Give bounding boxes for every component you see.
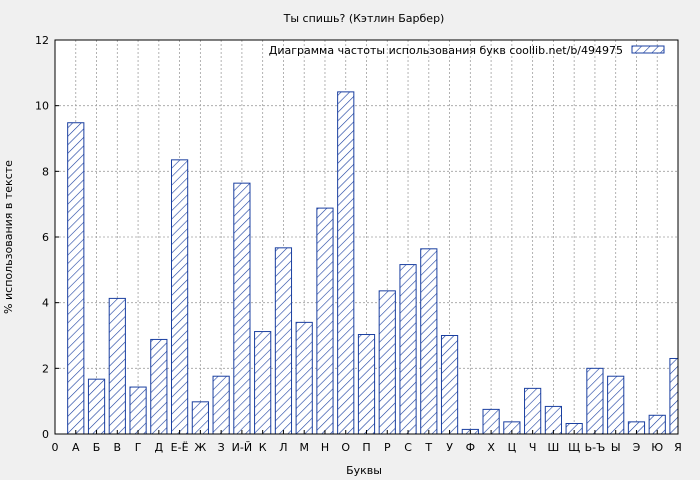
x-tick-label: К xyxy=(259,441,267,454)
legend-label: Диаграмма частоты использования букв coo… xyxy=(269,44,623,57)
bar-16 xyxy=(378,290,396,435)
x-tick-label: И-Й xyxy=(232,441,252,454)
chart-title: Ты спишь? (Кэтлин Барбер) xyxy=(283,12,445,25)
x-tick-label: Ф xyxy=(466,441,475,454)
x-tick-label: М xyxy=(299,441,309,454)
x-tick-label: А xyxy=(72,441,80,454)
bar-13 xyxy=(316,207,334,435)
bar-10 xyxy=(254,331,272,435)
x-tick-label: Н xyxy=(321,441,329,454)
bar-2 xyxy=(87,378,106,435)
bar-1 xyxy=(67,122,85,435)
bar-15 xyxy=(357,334,376,435)
x-tick-label: Л xyxy=(279,441,287,454)
x-axis-label: Буквы xyxy=(346,464,382,477)
x-tick-label: Т xyxy=(424,441,432,454)
bar-4 xyxy=(129,386,147,435)
x-tick-label: Р xyxy=(384,441,391,454)
bar-24 xyxy=(544,405,562,435)
bar-8 xyxy=(212,375,230,435)
x-tick-label: Ю xyxy=(651,441,663,454)
bar-17 xyxy=(399,264,417,435)
y-tick-label: 12 xyxy=(35,34,49,47)
x-tick-label: Ь-Ъ xyxy=(585,441,606,454)
bar-6 xyxy=(171,159,189,435)
x-tick-label: У xyxy=(446,441,453,454)
bar-5 xyxy=(150,338,168,435)
y-tick-label: 10 xyxy=(35,100,49,113)
y-tick-label: 6 xyxy=(42,231,49,244)
bar-19 xyxy=(440,335,459,435)
y-tick-label: 2 xyxy=(42,362,49,375)
legend-swatch xyxy=(631,45,665,54)
y-axis-label: % использования в тексте xyxy=(2,160,15,314)
x-tick-label: Ц xyxy=(508,441,517,454)
bar-7 xyxy=(191,401,209,435)
x-tick-label: П xyxy=(362,441,370,454)
bar-26 xyxy=(586,367,604,435)
y-tick-label: 4 xyxy=(42,297,49,310)
x-tick-label: О xyxy=(341,441,350,454)
bar-11 xyxy=(274,247,293,435)
bar-9 xyxy=(233,182,251,435)
bars xyxy=(67,91,679,435)
x-tick-label: З xyxy=(218,441,225,454)
x-tick-label: Щ xyxy=(568,441,580,454)
x-tick-label: Г xyxy=(135,441,142,454)
bar-30 xyxy=(669,357,679,435)
x-tick-label: Х xyxy=(487,441,495,454)
x-tick-label: В xyxy=(114,441,122,454)
x-tick-label: Б xyxy=(93,441,101,454)
x-tick-label: Э xyxy=(633,441,641,454)
x-axis-ticks: 0 А Б В Г Д Е-Ё Ж З И-Й К Л М Н О П Р С Т У Ф Х Ц Ч Ш Щ Ь-Ъ Ы Э Ю Я xyxy=(52,430,682,454)
y-axis-ticks: 0 2 4 6 8 10 12 xyxy=(35,34,59,441)
x-tick-label: 0 xyxy=(52,441,59,454)
bar-3 xyxy=(108,297,126,435)
bar-18 xyxy=(420,248,438,435)
y-tick-label: 8 xyxy=(42,165,49,178)
x-tick-label: Д xyxy=(155,441,164,454)
x-tick-label: Я xyxy=(674,441,682,454)
bar-14 xyxy=(337,91,355,435)
bar-23 xyxy=(524,387,542,435)
y-tick-label: 0 xyxy=(42,428,49,441)
x-tick-label: Ш xyxy=(548,441,560,454)
x-tick-label: С xyxy=(404,441,412,454)
bar-27 xyxy=(607,375,625,435)
x-tick-label: Е-Ё xyxy=(171,441,189,454)
x-tick-label: Ч xyxy=(529,441,537,454)
x-tick-label: Ы xyxy=(611,441,621,454)
legend: Диаграмма частоты использования букв coo… xyxy=(269,44,665,57)
bar-12 xyxy=(295,321,313,435)
x-tick-label: Ж xyxy=(194,441,206,454)
